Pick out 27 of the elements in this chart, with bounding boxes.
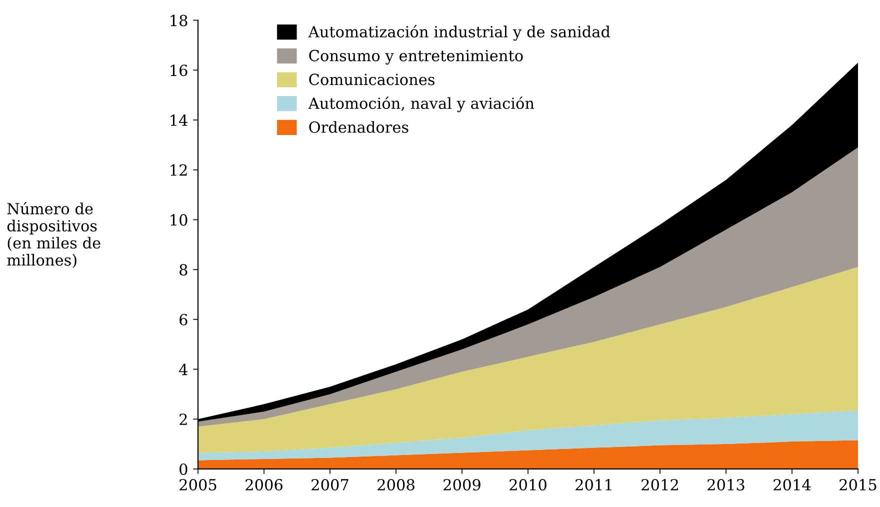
y-tick-label: 4 xyxy=(179,364,188,376)
legend-label: Ordenadores xyxy=(309,121,408,133)
x-tick-label: 2013 xyxy=(708,478,744,491)
y-tick-label: 0 xyxy=(180,463,188,475)
y-tick-label: 2 xyxy=(180,414,187,425)
legend-label: Automatización industrial y de sanidad xyxy=(308,25,610,41)
y-tick-label: 12 xyxy=(170,164,187,176)
x-tick-label: 2007 xyxy=(312,478,348,491)
x-tick-label: 2005 xyxy=(180,478,216,491)
x-tick-label: 2012 xyxy=(642,478,678,491)
y-tick-label: 6 xyxy=(180,314,188,326)
legend-label: Consumo y entretenimiento xyxy=(309,50,523,65)
y-axis-title: Número de dispositivos (en miles de millones) xyxy=(7,202,100,268)
x-tick-label: 2006 xyxy=(246,478,282,491)
y-tick-label: 14 xyxy=(170,114,188,126)
x-tick-label: 2009 xyxy=(444,478,480,491)
x-tick-label: 2011 xyxy=(576,478,612,491)
x-tick-label: 2008 xyxy=(378,478,414,491)
x-tick-label: 2014 xyxy=(774,478,811,491)
x-tick-label: 2010 xyxy=(510,478,546,491)
legend-label: Comunicaciones xyxy=(309,74,434,86)
y-tick-label: 16 xyxy=(170,64,188,76)
y-tick-label: 18 xyxy=(170,14,188,26)
y-tick-label: 8 xyxy=(180,264,188,276)
legend-label: Automoción, naval y aviación xyxy=(308,96,534,112)
y-tick-label: 10 xyxy=(170,214,188,226)
x-tick-label: 2015 xyxy=(840,478,876,491)
